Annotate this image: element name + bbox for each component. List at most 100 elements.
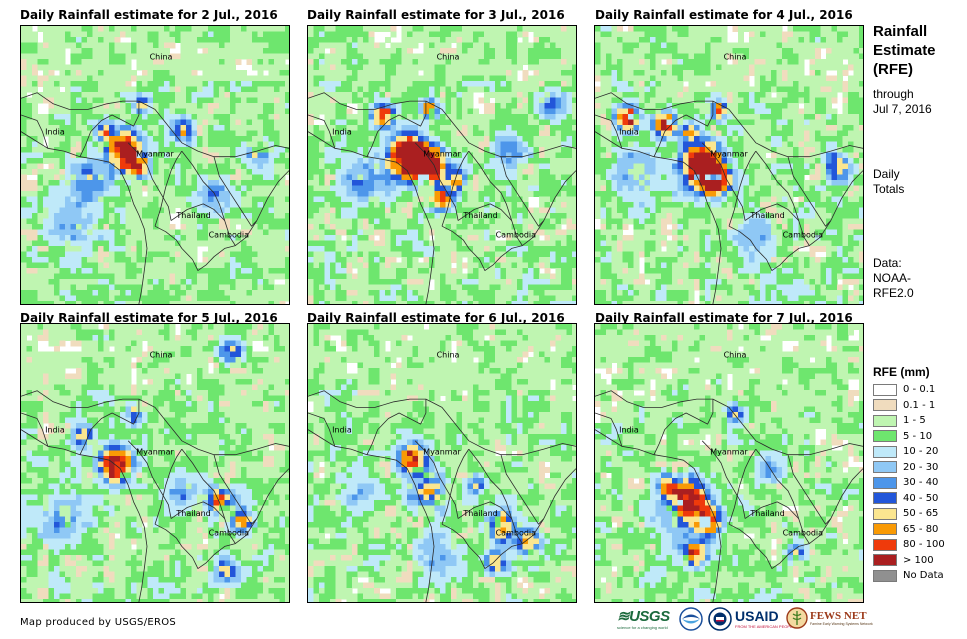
- legend-swatch: [873, 554, 897, 567]
- legend-item: No Data: [873, 568, 965, 584]
- legend-item: > 100: [873, 553, 965, 569]
- legend: 0 - 0.1 0.1 - 1 1 - 5 5 - 10 10 - 20 20 - 30 3…: [873, 382, 965, 584]
- rfe-title-line3: (RFE): [873, 61, 913, 78]
- legend-item: 20 - 30: [873, 460, 965, 476]
- legend-item: 50 - 65: [873, 506, 965, 522]
- panel-title-jul-5: Daily Rainfall estimate for 5 Jul., 2016: [20, 311, 278, 325]
- country-label-china: China: [437, 350, 460, 359]
- country-borders: [308, 92, 576, 304]
- panel-title-jul-2: Daily Rainfall estimate for 2 Jul., 2016: [20, 8, 278, 22]
- country-borders: [21, 390, 289, 602]
- rfe-totals-line1: Daily: [873, 167, 900, 181]
- rainfall-cells: [21, 324, 289, 602]
- legend-label: 0.1 - 1: [903, 399, 936, 411]
- country-label-china: China: [437, 52, 460, 61]
- country-label-thailand: Thailand: [749, 211, 784, 220]
- country-label-china: China: [724, 350, 747, 359]
- noaa-logo-icon: [679, 607, 703, 636]
- country-label-myanmar: Myanmar: [136, 150, 174, 159]
- country-label-cambodia: Cambodia: [496, 528, 537, 537]
- legend-label: 10 - 20: [903, 446, 939, 458]
- legend-swatch: [873, 445, 897, 458]
- rainfall-map-jul-2: China India Myanmar Thailand Cambodia: [20, 25, 290, 305]
- country-label-myanmar: Myanmar: [710, 448, 748, 457]
- legend-swatch: [873, 492, 897, 505]
- country-label-thailand: Thailand: [749, 509, 784, 518]
- legend-label: > 100: [903, 554, 934, 566]
- usaid-logo: USAID FROM THE AMERICAN PEOPLE: [735, 608, 795, 629]
- legend-swatch: [873, 538, 897, 551]
- rainfall-map-jul-7: China India Myanmar Thailand Cambodia: [594, 323, 864, 603]
- fews-net-tagline: Famine Early Warning Systems Network: [810, 622, 873, 626]
- rfe-title-line2: Estimate: [873, 42, 936, 59]
- rfe-period: through Jul 7, 2016: [873, 87, 965, 117]
- rfe-data-line2: NOAA-: [873, 271, 912, 285]
- country-label-myanmar: Myanmar: [136, 448, 174, 457]
- rainfall-cells: [595, 26, 863, 304]
- country-label-china: China: [724, 52, 747, 61]
- rainfall-map-jul-4: China India Myanmar Thailand Cambodia: [594, 25, 864, 305]
- rfe-data-line1: Data:: [873, 256, 902, 270]
- country-label-india: India: [619, 425, 639, 434]
- rainfall-cells: [308, 324, 576, 602]
- country-borders: [595, 92, 863, 304]
- country-label-india: India: [332, 127, 352, 136]
- fews-net-wordmark: FEWS NET: [810, 610, 867, 622]
- usaid-wordmark: USAID: [735, 608, 779, 624]
- legend-swatch: [873, 383, 897, 396]
- country-label-thailand: Thailand: [175, 509, 210, 518]
- country-label-india: India: [45, 425, 65, 434]
- usaid-tagline: FROM THE AMERICAN PEOPLE: [735, 624, 795, 629]
- country-label-india: India: [45, 127, 65, 136]
- rainfall-field: China India Myanmar Thailand Cambodia: [21, 324, 289, 602]
- legend-swatch: [873, 569, 897, 582]
- legend-item: 30 - 40: [873, 475, 965, 491]
- country-label-cambodia: Cambodia: [783, 528, 824, 537]
- country-label-myanmar: Myanmar: [423, 150, 461, 159]
- legend-label: 40 - 50: [903, 492, 939, 504]
- rfe-through-label: through: [873, 87, 914, 101]
- legend-label: 50 - 65: [903, 508, 939, 520]
- rainfall-map-jul-3: China India Myanmar Thailand Cambodia: [307, 25, 577, 305]
- rainfall-cells: [595, 324, 863, 602]
- country-borders: [21, 92, 289, 304]
- legend-item: 65 - 80: [873, 522, 965, 538]
- rainfall-cells: [21, 26, 289, 304]
- country-label-myanmar: Myanmar: [423, 448, 461, 457]
- legend-item: 80 - 100: [873, 537, 965, 553]
- rainfall-map-jul-6: China India Myanmar Thailand Cambodia: [307, 323, 577, 603]
- legend-label: 5 - 10: [903, 430, 933, 442]
- legend-item: 5 - 10: [873, 429, 965, 445]
- rainfall-map-jul-5: China India Myanmar Thailand Cambodia: [20, 323, 290, 603]
- panel-title-jul-4: Daily Rainfall estimate for 4 Jul., 2016: [595, 8, 853, 22]
- country-label-india: India: [332, 425, 352, 434]
- agency-logos: ≋USGS science for a changing world USAID…: [617, 605, 873, 636]
- legend-swatch: [873, 507, 897, 520]
- legend-item: 0.1 - 1: [873, 398, 965, 414]
- legend-swatch: [873, 461, 897, 474]
- country-label-cambodia: Cambodia: [783, 230, 824, 239]
- country-borders: [595, 390, 863, 602]
- usaid-seal-icon: [708, 607, 732, 636]
- usgs-logo: ≋USGS science for a changing world: [617, 607, 670, 630]
- rfe-title: Rainfall Estimate (RFE): [873, 22, 965, 79]
- country-label-india: India: [619, 127, 639, 136]
- usgs-tagline: science for a changing world: [617, 625, 668, 630]
- legend-swatch: [873, 476, 897, 489]
- legend-label: 30 - 40: [903, 477, 939, 489]
- country-label-myanmar: Myanmar: [710, 150, 748, 159]
- legend-label: 1 - 5: [903, 415, 926, 427]
- rainfall-cells: [308, 26, 576, 304]
- legend-label: 65 - 80: [903, 523, 939, 535]
- legend-title: RFE (mm): [873, 365, 930, 379]
- panel-title-jul-7: Daily Rainfall estimate for 7 Jul., 2016: [595, 311, 853, 325]
- fews-net-emblem-icon: [786, 607, 808, 634]
- legend-label: No Data: [903, 570, 944, 582]
- legend-item: 10 - 20: [873, 444, 965, 460]
- legend-swatch: [873, 399, 897, 412]
- rainfall-field: China India Myanmar Thailand Cambodia: [21, 26, 289, 304]
- country-label-thailand: Thailand: [462, 211, 497, 220]
- legend-item: 0 - 0.1: [873, 382, 965, 398]
- legend-label: 80 - 100: [903, 539, 945, 551]
- legend-label: 0 - 0.1: [903, 384, 936, 396]
